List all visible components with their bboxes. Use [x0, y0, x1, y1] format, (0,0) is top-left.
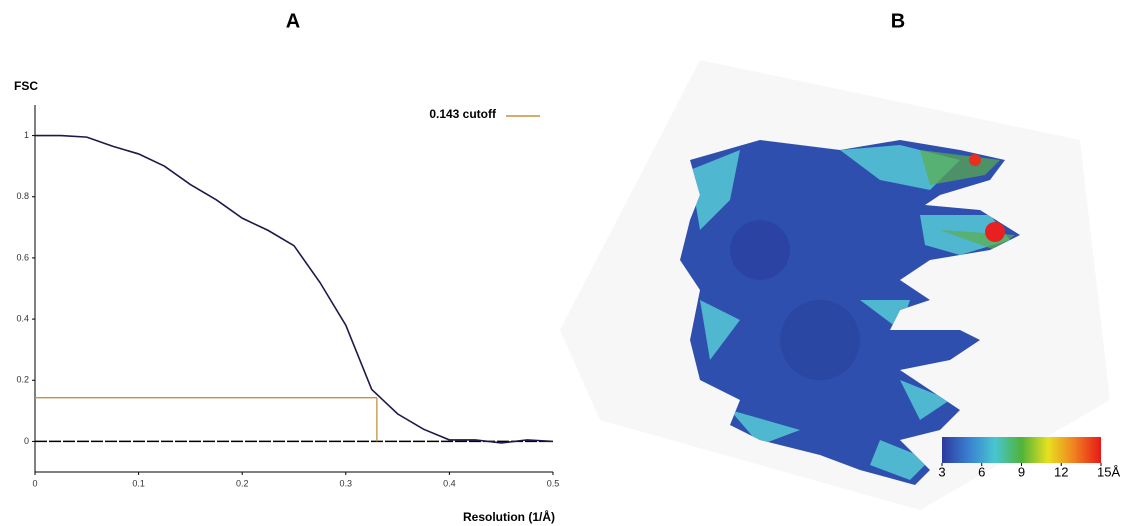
colorbar-tick-label: 15Å [1097, 464, 1120, 479]
y-tick-label: 0.2 [16, 375, 29, 385]
y-tick-label: 0.8 [16, 191, 29, 201]
panel-label: A [286, 10, 300, 32]
y-tick-label: 0.4 [16, 313, 29, 323]
colorbar: 3 6 9 12 15Å [938, 437, 1120, 479]
colorbar-tick-label: 12 [1054, 464, 1068, 479]
colorbar-tick-label: 9 [1018, 464, 1025, 479]
x-tick-label: 0.2 [236, 478, 249, 488]
legend-label: 0.143 cutoff [429, 107, 497, 121]
colorbar-scale [942, 437, 1101, 463]
y-axis-label: FSC [14, 79, 38, 93]
x-tick-label: 0.4 [443, 478, 456, 488]
y-tick-label: 1 [24, 130, 29, 140]
density-map [560, 60, 1110, 510]
colorbar-tick-label: 3 [938, 464, 945, 479]
fsc-curve [35, 134, 554, 444]
colorbar-tick-label: 6 [978, 464, 985, 479]
panel-label: B [891, 10, 905, 32]
x-tick-label: 0.3 [340, 478, 353, 488]
y-tick-label: 0 [24, 436, 29, 446]
y-tick-label: 0.6 [16, 252, 29, 262]
x-tick-label: 0.5 [547, 478, 560, 488]
x-axis-label: Resolution (1/Å) [463, 509, 555, 524]
plot: 0 0.2 0.4 0.6 0.8 1 0 0.1 0.2 0.3 0.4 0.5 [16, 105, 559, 488]
x-tick-label: 0.1 [132, 478, 145, 488]
x-tick-label: 0 [32, 478, 37, 488]
